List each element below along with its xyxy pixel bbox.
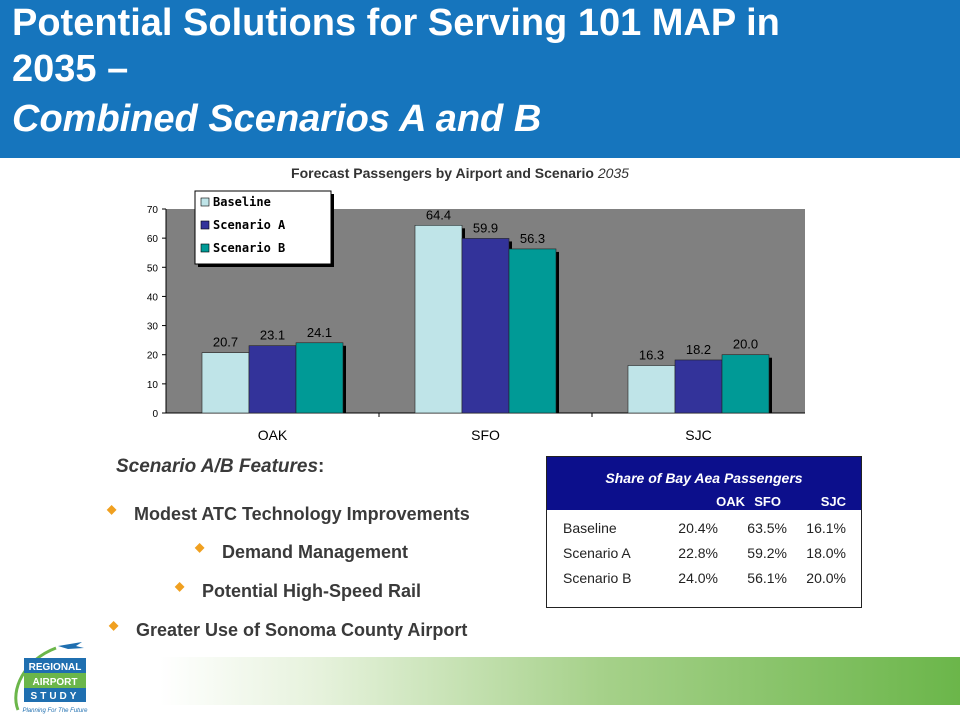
- data-label: 56.3: [520, 231, 545, 246]
- data-label: 59.9: [473, 220, 498, 235]
- table-row: Scenario A 22.8% 59.2% 18.0%: [547, 545, 861, 565]
- regional-airport-study-logo: REGIONAL AIRPORT STUDY Planning For The …: [14, 642, 88, 714]
- cell-value: 16.1%: [806, 520, 846, 536]
- logo-word-study: STUDY: [31, 691, 80, 702]
- bar-chart: 0 10 20 30 40 50 60 70 20.7 23.1 24.1 OAK 64.4 59.9 56…: [147, 190, 805, 443]
- bar-sjc-scenario-b: [721, 354, 770, 414]
- y-tick-label: 30: [147, 322, 159, 333]
- diamond-bullet-icon: ◆: [109, 618, 119, 632]
- logo-band: [24, 658, 86, 673]
- logo-word-regional: REGIONAL: [29, 662, 82, 673]
- cell-value: 18.0%: [806, 545, 846, 561]
- y-tick-label: 0: [152, 409, 158, 420]
- legend-label: Baseline: [213, 195, 271, 209]
- footer-gradient-bar: [160, 657, 960, 705]
- chart-title-year: 2035: [597, 165, 629, 181]
- row-label: Baseline: [563, 520, 617, 536]
- x-tick-label-sfo: SFO: [471, 427, 500, 443]
- legend-swatch: [200, 243, 210, 253]
- chart-title: Forecast Passengers by Airport and Scena…: [190, 165, 730, 181]
- feature-item-label: Modest ATC Technology Improvements: [134, 504, 470, 524]
- bar-sjc-baseline: [627, 365, 676, 414]
- cell-value: 24.0%: [678, 570, 718, 586]
- column-header-oak: OAK: [716, 494, 745, 509]
- bar-oak-scenario-a: [248, 345, 297, 414]
- bar-oak-scenario-b: [295, 342, 344, 414]
- slide-title-line-2: 2035 –: [12, 48, 129, 90]
- column-header-sjc: SJC: [820, 494, 846, 509]
- airplane-icon: [58, 642, 84, 649]
- x-tick-label-oak: OAK: [258, 427, 288, 443]
- share-table-title: Share of Bay Aea Passengers: [605, 470, 803, 486]
- bar-sfo-baseline: [414, 225, 463, 414]
- logo-band: [24, 688, 86, 702]
- diamond-bullet-icon: ◆: [175, 579, 185, 593]
- feature-item-label: Potential High-Speed Rail: [202, 581, 422, 601]
- features-heading: Scenario A/B Features:: [116, 456, 324, 478]
- data-label: 24.1: [307, 325, 332, 340]
- cell-value: 20.4%: [678, 520, 718, 536]
- legend-label: Scenario B: [213, 241, 285, 255]
- slide-title-line-3: Combined Scenarios A and B: [12, 98, 542, 140]
- y-tick-label: 50: [147, 263, 159, 274]
- feature-item: ◆ Modest ATC Technology Improvements: [107, 502, 470, 525]
- cell-value: 63.5%: [747, 520, 787, 536]
- share-table-header: Share of Bay Aea Passengers OAK SFO SJC: [547, 457, 861, 510]
- chart-title-main: Forecast Passengers by Airport and Scena…: [291, 165, 594, 181]
- cell-value: 59.2%: [747, 545, 787, 561]
- cell-value: 20.0%: [806, 570, 846, 586]
- column-header-sfo: SFO: [754, 494, 781, 509]
- table-row: Scenario B 24.0% 56.1% 20.0%: [547, 570, 861, 590]
- bar-sjc-scenario-a: [674, 359, 723, 414]
- bar-sfo-scenario-a: [461, 238, 510, 414]
- logo-tagline: Planning For The Future: [22, 708, 88, 714]
- share-table: Share of Bay Aea Passengers OAK SFO SJC …: [546, 456, 862, 608]
- cell-value: 56.1%: [747, 570, 787, 586]
- y-tick-label: 60: [147, 234, 159, 245]
- feature-item: ◆ Greater Use of Sonoma County Airport: [109, 618, 468, 641]
- logo-band: [24, 673, 86, 688]
- data-label: 18.2: [686, 342, 711, 357]
- bar-sfo-scenario-b: [508, 248, 557, 414]
- y-tick-label: 40: [147, 292, 159, 303]
- cell-value: 22.8%: [678, 545, 718, 561]
- bar-oak-baseline: [201, 352, 250, 414]
- title-banner: Potential Solutions for Serving 101 MAP …: [0, 0, 960, 158]
- feature-item: ◆ Potential High-Speed Rail: [175, 579, 422, 602]
- slide-title-line-1: Potential Solutions for Serving 101 MAP …: [12, 2, 780, 44]
- data-label: 20.7: [213, 335, 238, 350]
- legend-box: [194, 190, 332, 265]
- data-label: 16.3: [639, 347, 664, 362]
- diamond-bullet-icon: ◆: [107, 502, 117, 516]
- feature-item: ◆ Demand Management: [195, 540, 409, 563]
- y-tick-label: 70: [147, 205, 159, 216]
- table-row: Baseline 20.4% 63.5% 16.1%: [547, 520, 861, 540]
- legend-label: Scenario A: [213, 218, 286, 232]
- swoosh-icon: [14, 646, 57, 711]
- legend-swatch: [200, 220, 210, 230]
- diamond-bullet-icon: ◆: [195, 540, 205, 554]
- y-tick-label: 10: [147, 380, 159, 391]
- data-label: 20.0: [733, 337, 758, 352]
- legend-swatch: [200, 197, 210, 207]
- feature-item-label: Demand Management: [222, 542, 409, 562]
- row-label: Scenario B: [563, 570, 632, 586]
- y-tick-label: 20: [147, 351, 159, 362]
- x-tick-label-sjc: SJC: [685, 427, 711, 443]
- row-label: Scenario A: [563, 545, 631, 561]
- data-label: 23.1: [260, 328, 285, 343]
- feature-item-label: Greater Use of Sonoma County Airport: [136, 620, 468, 640]
- features-heading-colon: :: [318, 456, 325, 477]
- logo-word-airport: AIRPORT: [33, 677, 78, 688]
- features-heading-text: Scenario A/B Features: [116, 456, 319, 477]
- data-label: 64.4: [426, 207, 451, 222]
